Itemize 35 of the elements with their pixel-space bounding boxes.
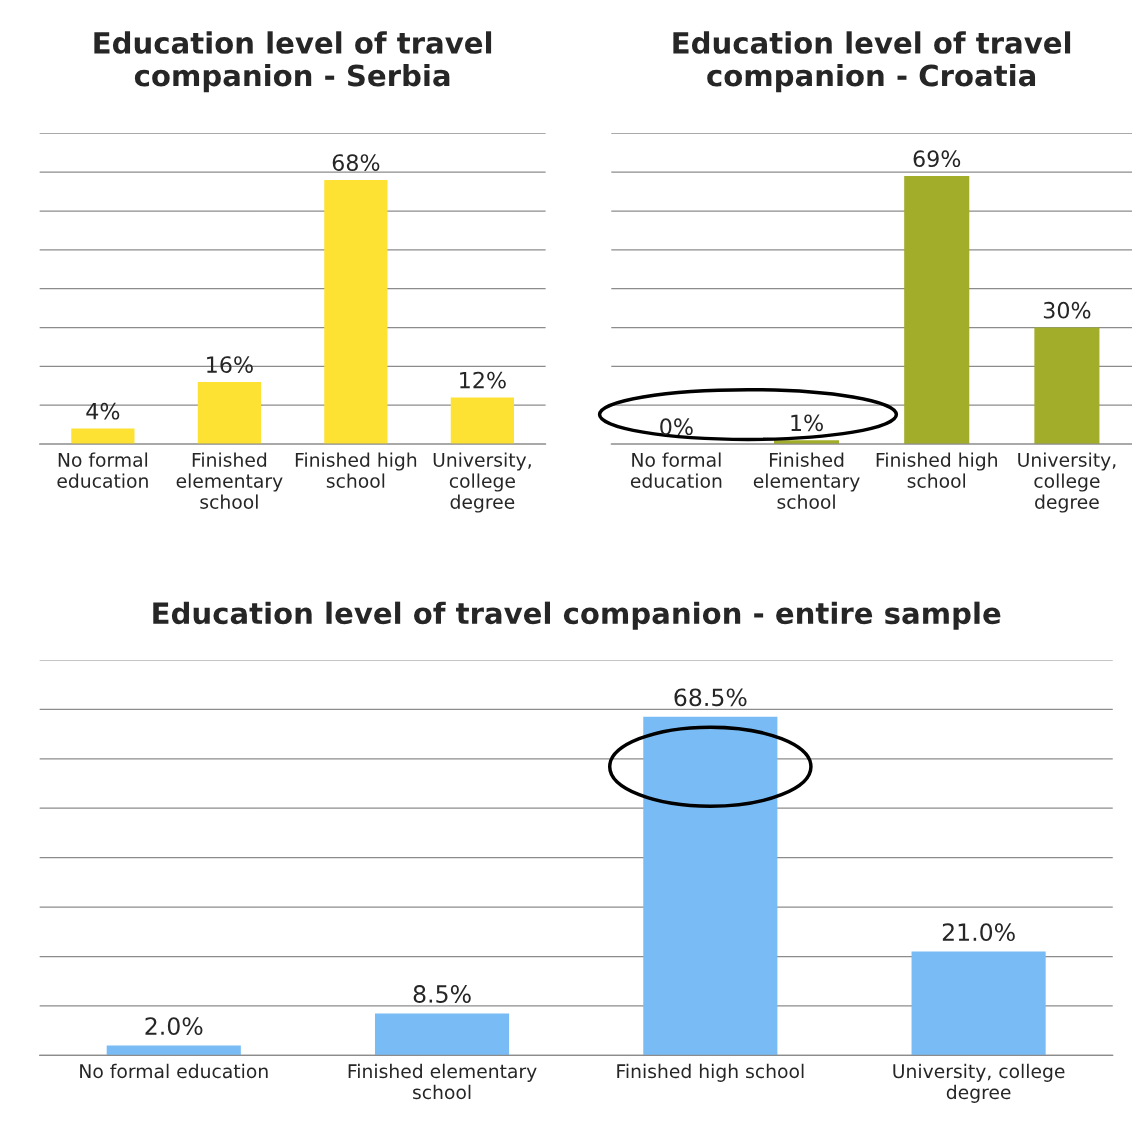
data-label: 69% xyxy=(913,150,961,168)
x-tick-label: Finished elementary school xyxy=(176,452,283,509)
chart-title: Education level of travel companion - entire sample xyxy=(153,601,1001,630)
chart-title: Education level of travel companion - Croatia xyxy=(673,31,1071,93)
x-tick-label: University, college degree xyxy=(1018,452,1116,513)
data-label: 0% xyxy=(660,418,693,436)
x-tick-label: No formal education xyxy=(630,452,722,488)
x-tick-label: University, college degree xyxy=(893,1063,1065,1103)
bar xyxy=(374,1013,510,1056)
bar xyxy=(450,397,514,445)
x-tick-label: University, college degree xyxy=(433,452,531,513)
x-tick-label: Finished elementary school xyxy=(753,452,860,509)
data-label: 2.0% xyxy=(145,1017,203,1036)
x-tick-label: No formal education xyxy=(57,452,148,488)
x-tick-label: Finished high school xyxy=(617,1063,804,1082)
data-label: 12% xyxy=(460,371,506,389)
bar xyxy=(911,951,1046,1056)
data-label: 16% xyxy=(207,356,253,373)
data-label: 1% xyxy=(791,414,823,432)
bar xyxy=(106,1045,241,1056)
chart-title: Education level of travel companion - Serbia xyxy=(94,31,492,93)
bar xyxy=(643,716,778,1056)
data-label: 4% xyxy=(86,402,120,420)
data-label: 8.5% xyxy=(413,985,471,1003)
x-tick-label: Finished high school xyxy=(876,452,997,488)
data-label: 68.5% xyxy=(674,688,747,707)
bar xyxy=(324,179,388,445)
data-label: 68% xyxy=(332,154,380,171)
bar xyxy=(197,381,261,445)
data-label: 21.0% xyxy=(942,923,1015,942)
x-tick-label: Finished elementary school xyxy=(348,1063,537,1100)
x-tick-label: Finished high school xyxy=(295,452,417,488)
x-tick-label: No formal education xyxy=(80,1063,268,1079)
bar xyxy=(71,428,135,445)
data-label: 30% xyxy=(1043,301,1091,319)
